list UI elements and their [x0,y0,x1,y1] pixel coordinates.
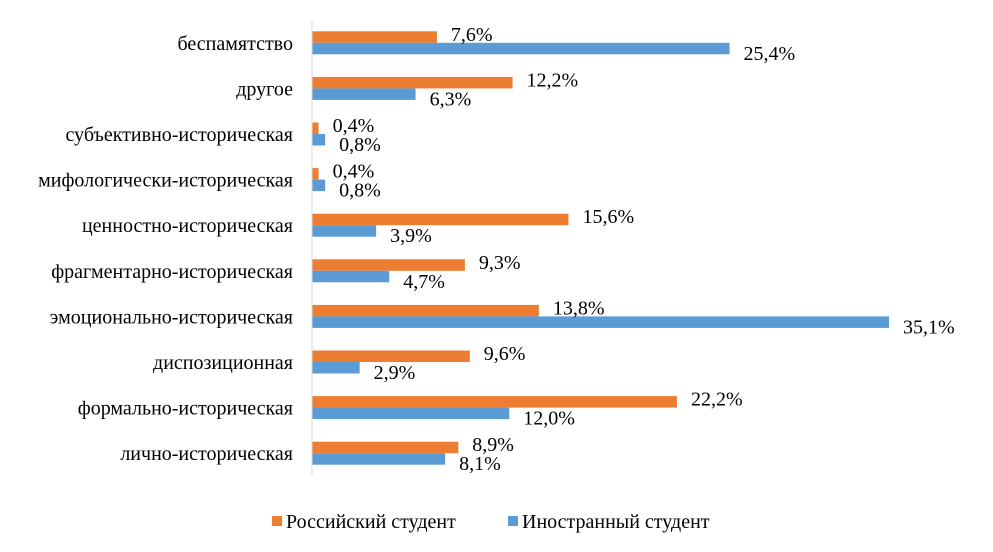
bar-foreign [312,134,326,146]
bar-foreign [312,88,416,100]
data-label: 0,8% [339,134,381,156]
data-label: 0,4% [333,161,375,183]
bar-russian [312,396,677,408]
data-label: 0,4% [333,115,375,137]
category-label: другое [236,78,293,100]
data-label: 13,8% [553,297,605,319]
data-label: 6,3% [430,88,472,110]
bar-russian [312,31,437,43]
bar-foreign [312,362,360,374]
labels-layer: беспамятство 7,6% 25,4% другое 12,2% 6,3% субъ… [38,24,955,475]
category-label: эмоционально-историческая [50,306,293,328]
category-label: мифологически-историческая [38,170,293,192]
bar-russian [312,213,569,226]
bar-russian [312,441,459,454]
bar-foreign [312,407,510,420]
category-label: фрагментарно-историческая [51,261,293,283]
data-label: 12,0% [523,408,575,430]
category-label: диспозиционная [153,352,293,374]
data-label: 9,3% [479,252,521,274]
data-label: 35,1% [903,316,955,338]
data-label: 25,4% [744,43,796,65]
bar-russian [312,76,513,89]
bar-foreign [312,270,390,283]
bars-layer [312,31,889,465]
data-label: 12,2% [527,69,579,91]
data-label: 8,1% [459,453,501,475]
bar-russian [312,350,470,362]
data-label: 2,9% [374,362,416,384]
data-label: 9,6% [484,343,526,365]
bar-foreign [312,316,889,328]
category-label: лично-историческая [120,443,293,465]
data-label: 0,8% [339,180,381,202]
bar-foreign [312,42,730,55]
legend: Российский студент Иностранный студент [272,511,710,533]
category-label: ценностно-историческая [82,215,293,237]
data-label: 8,9% [472,434,514,456]
category-label: формально-историческая [78,398,293,420]
bar-foreign [312,453,446,465]
legend-label-russian: Российский студент [286,511,456,533]
bar-foreign [312,225,377,237]
data-label: 22,2% [691,389,743,411]
bar-russian [312,122,319,134]
bar-russian [312,259,465,271]
data-label: 3,9% [390,225,432,247]
category-label: беспамятство [177,33,293,55]
legend-swatch-foreign [508,516,518,526]
data-label: 7,6% [451,24,493,46]
legend-label-foreign: Иностранный студент [522,511,710,533]
bar-russian [312,168,319,180]
bar-russian [312,304,539,317]
category-label: субъективно-историческая [65,124,293,146]
bar-foreign [312,179,326,192]
data-label: 4,7% [403,271,445,293]
legend-swatch-russian [272,516,282,526]
data-label: 15,6% [582,206,634,228]
